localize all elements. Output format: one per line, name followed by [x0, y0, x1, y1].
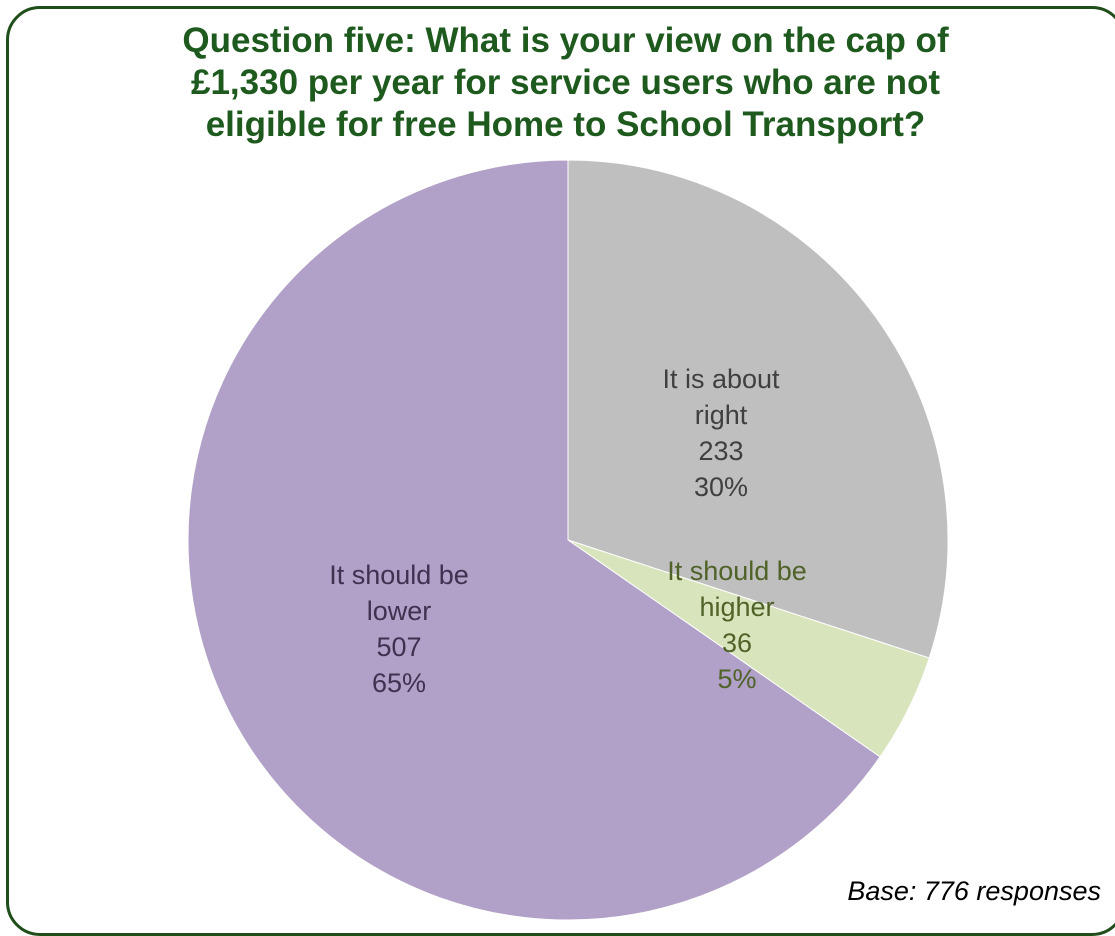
- slice-data-label: 36: [722, 628, 752, 658]
- chart-title-line: eligible for free Home to School Transpo…: [205, 105, 926, 144]
- pie-slice: [567, 159, 949, 659]
- slice-data-label: 233: [698, 436, 743, 466]
- chart-title-line: Question five: What is your view on the …: [182, 21, 949, 60]
- slice-data-label: 65%: [372, 668, 426, 698]
- chart-title-line: £1,330 per year for service users who ar…: [191, 63, 940, 102]
- slice-data-label: 30%: [694, 472, 748, 502]
- slice-data-label: 5%: [717, 664, 756, 694]
- slice-data-label: right: [695, 400, 748, 430]
- pie-slice: [187, 159, 881, 921]
- slice-data-label: It is about: [662, 364, 780, 394]
- slice-data-label: 507: [376, 632, 421, 662]
- slice-data-label: It should be: [329, 560, 469, 590]
- slice-data-label: lower: [367, 596, 432, 626]
- slice-data-label: It should be: [667, 556, 807, 586]
- slice-data-label: higher: [699, 592, 774, 622]
- base-note: Base: 776 responses: [847, 876, 1101, 906]
- chart-title: Question five: What is your view on the …: [0, 20, 1115, 146]
